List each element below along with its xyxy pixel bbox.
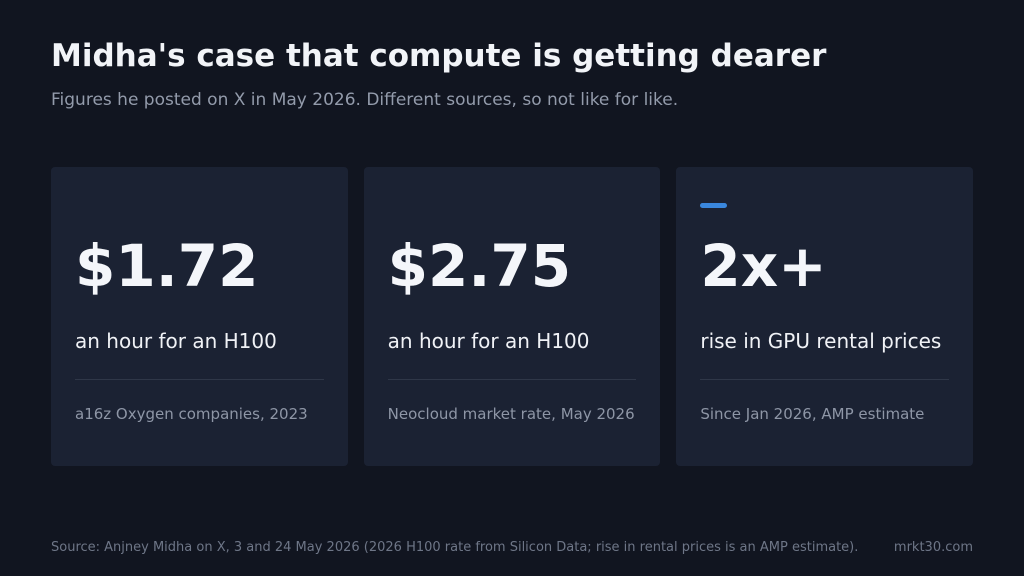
stat-source-note: Since Jan 2026, AMP estimate — [700, 405, 925, 423]
stat-source-note: Neocloud market rate, May 2026 — [387, 405, 635, 423]
stat-source-note: a16z Oxygen companies, 2023 — [75, 405, 308, 423]
footer: Source: Anjney Midha on X, 3 and 24 May … — [51, 540, 973, 555]
stat-value: $1.72 — [75, 232, 259, 300]
stat-cards: $1.72 an hour for an H100 a16z Oxygen co… — [51, 167, 974, 466]
stat-card-h100-2026: $2.75 an hour for an H100 Neocloud marke… — [363, 167, 661, 466]
divider — [700, 379, 950, 380]
site-credit: mrkt30.com — [893, 540, 973, 555]
stat-description: an hour for an H100 — [75, 329, 277, 353]
divider — [75, 379, 324, 380]
stat-description: rise in GPU rental prices — [700, 329, 942, 353]
source-note: Source: Anjney Midha on X, 3 and 24 May … — [51, 540, 859, 555]
page-title: Midha's case that compute is getting dea… — [51, 38, 827, 74]
stat-card-gpu-rental-rise: 2x+ rise in GPU rental prices Since Jan … — [676, 167, 974, 466]
stat-value: $2.75 — [387, 232, 572, 300]
stat-value: 2x+ — [700, 232, 827, 300]
page-subtitle: Figures he posted on X in May 2026. Diff… — [51, 90, 679, 110]
stat-description: an hour for an H100 — [387, 329, 590, 353]
highlight-accent-bar — [700, 203, 728, 208]
divider — [387, 379, 637, 380]
stat-card-h100-2023: $1.72 an hour for an H100 a16z Oxygen co… — [51, 167, 348, 466]
